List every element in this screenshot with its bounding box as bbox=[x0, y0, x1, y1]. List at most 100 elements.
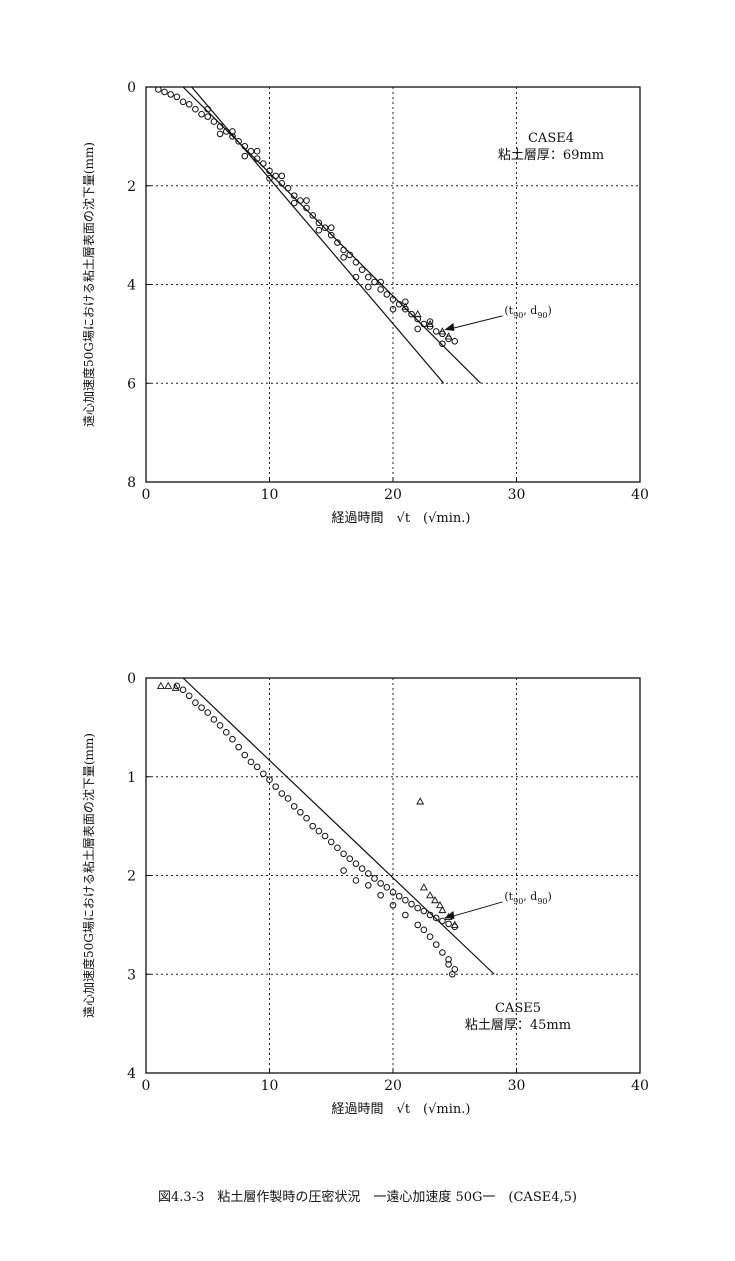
data-point-circle bbox=[315, 226, 323, 234]
annotation-arrow-shaft bbox=[450, 315, 503, 330]
data-layer bbox=[155, 87, 482, 384]
data-point-triangle bbox=[413, 309, 422, 318]
data-point-triangle bbox=[431, 896, 439, 904]
annotation-part: ) bbox=[548, 890, 552, 903]
annotation-part: 90 bbox=[537, 311, 547, 320]
data-point-triangle bbox=[435, 900, 444, 909]
figure-caption: 図4.3-3 粘土層作製時の圧密状況 一遠心加速度 50G一 (CASE4,5) bbox=[158, 1190, 577, 1205]
data-point-circle bbox=[327, 838, 335, 846]
y-axis-title: 遠心加速度50G場における粘土層表面の沈下量(mm) bbox=[81, 733, 96, 1018]
data-point-circle bbox=[327, 224, 335, 232]
x-axis-title: 経過時間 √t (√min.) bbox=[332, 1102, 471, 1117]
data-point-circle bbox=[365, 273, 372, 281]
data-point-circle bbox=[185, 692, 193, 700]
data-point-circle bbox=[266, 175, 273, 182]
data-point-circle bbox=[253, 763, 261, 771]
data-point-circle bbox=[389, 888, 397, 896]
reference-line bbox=[182, 678, 495, 975]
data-point-circle bbox=[284, 795, 292, 802]
data-point-circle bbox=[321, 224, 329, 232]
data-point-circle bbox=[309, 212, 317, 219]
data-point-circle bbox=[290, 192, 298, 199]
annotation-part: ) bbox=[548, 304, 552, 317]
data-point-circle bbox=[432, 914, 440, 922]
annotation-part: 90 bbox=[513, 311, 523, 320]
data-point-circle bbox=[448, 970, 456, 978]
y-tick-label: 0 bbox=[127, 671, 136, 687]
x-tick-label: 0 bbox=[142, 1078, 151, 1094]
data-point-circle bbox=[426, 911, 434, 919]
data-point-circle bbox=[408, 310, 415, 318]
data-point-circle bbox=[377, 286, 384, 293]
y-tick-label: 1 bbox=[127, 770, 136, 786]
data-point-circle bbox=[334, 239, 341, 246]
data-point-circle bbox=[402, 896, 409, 904]
data-point-circle bbox=[204, 113, 212, 120]
data-point-circle bbox=[389, 305, 397, 313]
annotation-part: (t bbox=[504, 890, 513, 903]
data-point-circle bbox=[266, 776, 273, 784]
y-axis-title: 遠心加速度50G場における粘土層表面の沈下量(mm) bbox=[81, 142, 96, 427]
data-point-circle bbox=[420, 926, 428, 934]
data-point-circle bbox=[173, 93, 181, 101]
data-point-circle bbox=[340, 246, 347, 254]
data-point-circle bbox=[155, 87, 162, 93]
data-point-circle bbox=[383, 884, 391, 891]
annotation-part: 90 bbox=[513, 897, 523, 906]
data-point-circle bbox=[229, 735, 236, 743]
data-point-circle bbox=[340, 254, 347, 261]
data-point-triangle bbox=[426, 319, 435, 328]
data-point-circle bbox=[439, 340, 446, 348]
data-point-circle bbox=[241, 751, 249, 759]
data-point-circle bbox=[365, 283, 372, 291]
data-point-circle bbox=[358, 865, 366, 872]
annotation-arrow-head bbox=[444, 322, 455, 331]
data-point-circle bbox=[439, 949, 446, 956]
data-point-circle bbox=[260, 160, 267, 167]
data-point-circle bbox=[451, 337, 459, 345]
x-tick-label: 10 bbox=[261, 1078, 279, 1094]
data-point-triangle bbox=[401, 302, 410, 310]
data-point-circle bbox=[235, 138, 242, 145]
data-point-circle bbox=[161, 88, 168, 96]
data-point-circle bbox=[414, 325, 422, 333]
data-point-triangle bbox=[426, 891, 435, 899]
chart-case4: 0 10 20 30 40 0 2 4 6 8 経過時間 √t (√min.) 遠心加速度50G場にお… bbox=[81, 80, 649, 526]
case-subtitle: 粘土層厚：45mm bbox=[465, 1018, 571, 1033]
data-point-circle bbox=[290, 199, 298, 207]
data-point-circle bbox=[346, 855, 354, 863]
data-point-circle bbox=[278, 790, 286, 797]
data-point-circle bbox=[389, 296, 397, 303]
reference-line bbox=[191, 87, 445, 384]
data-point-triangle bbox=[419, 883, 428, 891]
y-tick-label: 6 bbox=[127, 376, 136, 392]
data-point-circle bbox=[253, 155, 261, 162]
data-point-circle bbox=[297, 809, 304, 816]
data-point-circle bbox=[210, 716, 218, 723]
data-point-circle bbox=[377, 891, 384, 899]
data-point-triangle bbox=[156, 681, 165, 689]
annotation-label: (t90, d90) bbox=[504, 890, 551, 906]
data-point-circle bbox=[352, 273, 360, 281]
data-point-circle bbox=[445, 956, 452, 963]
x-tick-label: 30 bbox=[508, 487, 526, 503]
annotation-label: (t90, d90) bbox=[504, 304, 551, 320]
data-point-circle bbox=[346, 251, 354, 259]
data-point-circle bbox=[365, 882, 372, 889]
data-point-circle bbox=[445, 961, 452, 968]
data-point-triangle bbox=[416, 797, 425, 805]
data-point-circle bbox=[315, 827, 323, 835]
y-tick-label: 4 bbox=[127, 278, 136, 294]
data-point-circle bbox=[383, 291, 391, 298]
data-point-circle bbox=[445, 920, 452, 928]
x-tick-label: 0 bbox=[142, 487, 151, 503]
data-point-circle bbox=[414, 904, 422, 912]
case-title: CASE5 bbox=[495, 1001, 541, 1016]
data-point-circle bbox=[235, 743, 242, 751]
chart-case5: 0 10 20 30 40 0 1 2 3 4 経過時間 √t (√min.) 遠心加速度50G場にお… bbox=[81, 671, 649, 1117]
data-point-circle bbox=[185, 100, 193, 108]
x-tick-label: 40 bbox=[631, 1078, 649, 1094]
data-point-circle bbox=[284, 184, 292, 192]
y-tick-label: 2 bbox=[127, 869, 136, 885]
data-point-circle bbox=[303, 197, 310, 204]
